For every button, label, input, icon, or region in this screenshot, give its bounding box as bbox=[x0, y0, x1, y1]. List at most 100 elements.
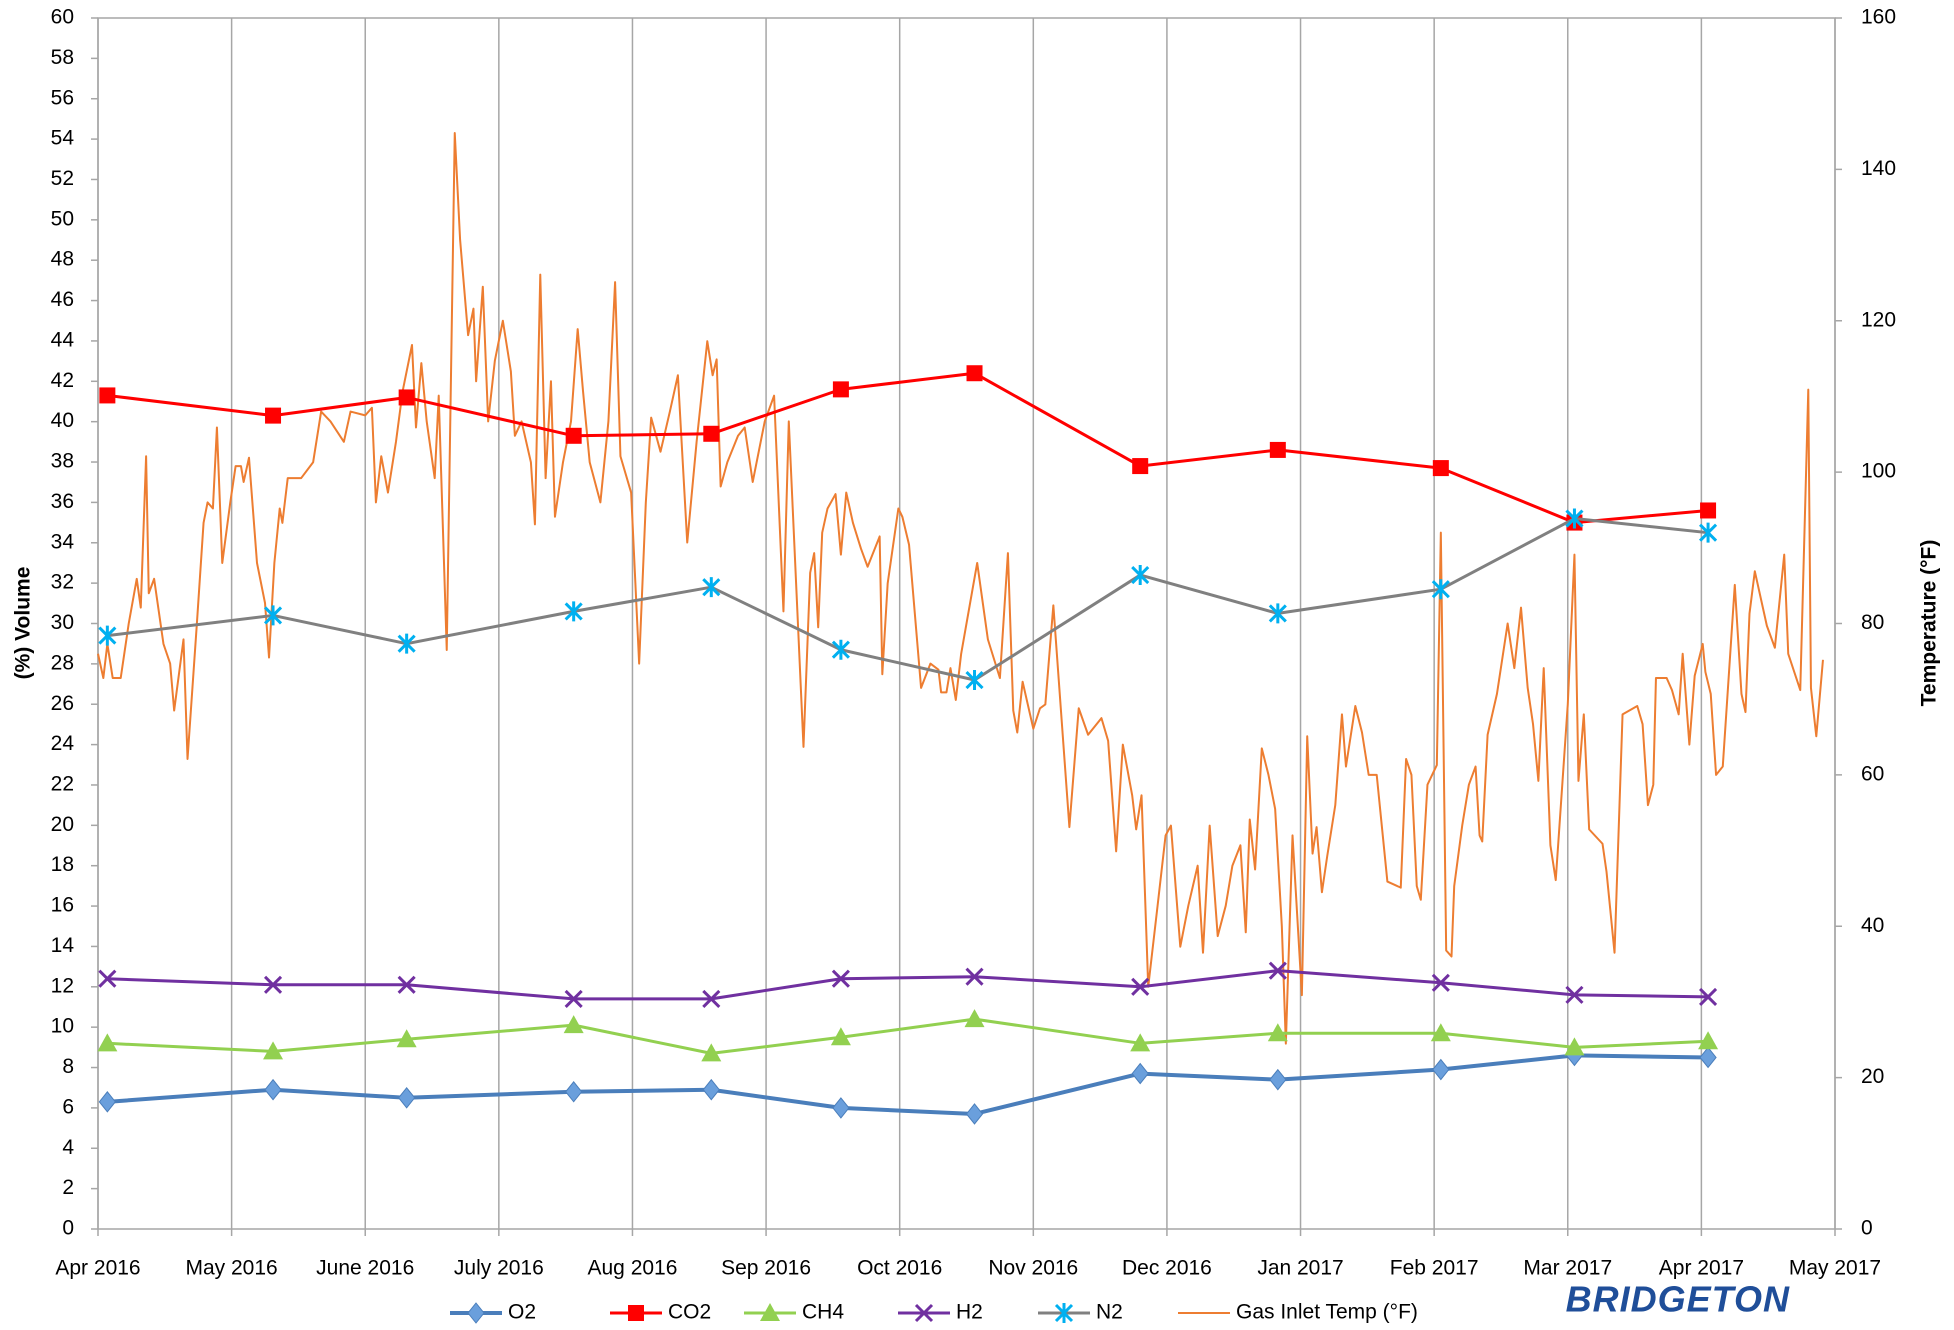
marker bbox=[564, 989, 583, 1008]
marker bbox=[1564, 1037, 1585, 1056]
y-tick-label: 24 bbox=[51, 732, 75, 755]
marker bbox=[263, 1041, 284, 1060]
marker bbox=[1430, 1023, 1451, 1042]
x-tick-label: July 2016 bbox=[454, 1257, 544, 1280]
x-tick-label: Apr 2017 bbox=[1659, 1257, 1744, 1280]
marker bbox=[965, 1103, 984, 1125]
x-tick-label: Dec 2016 bbox=[1122, 1257, 1212, 1280]
y-tick-label: 26 bbox=[51, 692, 74, 715]
marker bbox=[564, 601, 583, 622]
marker bbox=[701, 1043, 722, 1062]
x-tick-label: May 2017 bbox=[1789, 1257, 1881, 1280]
y-tick-label: 58 bbox=[51, 46, 74, 69]
marker bbox=[1267, 1023, 1288, 1042]
x-tick-label: Sep 2016 bbox=[721, 1257, 811, 1280]
marker bbox=[1269, 441, 1286, 458]
marker bbox=[1699, 1046, 1717, 1069]
marker bbox=[964, 1009, 985, 1028]
marker bbox=[1565, 985, 1584, 1004]
x-tick-label: Feb 2017 bbox=[1390, 1257, 1479, 1280]
y-tick-label: 40 bbox=[51, 409, 74, 432]
marker bbox=[98, 625, 117, 646]
marker bbox=[397, 633, 416, 654]
y-tick-label: 56 bbox=[51, 86, 74, 109]
marker bbox=[965, 670, 984, 691]
y-tick-label: 28 bbox=[51, 651, 74, 674]
marker bbox=[1432, 1058, 1450, 1081]
marker bbox=[830, 1027, 851, 1046]
series-line bbox=[107, 1053, 1709, 1116]
series-line bbox=[97, 132, 1824, 1045]
marker bbox=[760, 1303, 780, 1321]
marker bbox=[1131, 565, 1150, 586]
marker bbox=[1269, 1068, 1287, 1091]
marker bbox=[628, 1305, 644, 1321]
y-tick-label: 44 bbox=[51, 328, 75, 351]
marker bbox=[832, 381, 849, 398]
y-tick-label: 4 bbox=[62, 1136, 74, 1159]
y-tick-label: 42 bbox=[51, 369, 74, 392]
x-tick-label: Jan 2017 bbox=[1257, 1257, 1343, 1280]
legend-label: CO2 bbox=[668, 1301, 711, 1324]
legend-label: CH4 bbox=[802, 1301, 844, 1324]
marker bbox=[1431, 579, 1450, 600]
y2-axis-title: Temperature (°F) bbox=[1918, 540, 1941, 707]
marker bbox=[565, 427, 582, 444]
marker bbox=[1131, 977, 1150, 996]
marker bbox=[397, 975, 416, 994]
marker bbox=[1268, 961, 1287, 980]
marker bbox=[702, 577, 721, 598]
marker bbox=[398, 389, 415, 406]
y2-tick-label: 0 bbox=[1861, 1217, 1873, 1240]
y-tick-label: 50 bbox=[51, 207, 74, 230]
marker bbox=[832, 1097, 850, 1119]
marker bbox=[563, 1015, 584, 1034]
marker bbox=[1565, 508, 1584, 529]
marker bbox=[97, 1033, 118, 1052]
y2-tick-label: 40 bbox=[1861, 914, 1884, 937]
y2-tick-label: 80 bbox=[1861, 611, 1884, 634]
marker bbox=[831, 639, 850, 660]
y-tick-label: 20 bbox=[51, 813, 74, 836]
logo: BRIDGETON bbox=[1566, 1279, 1790, 1320]
y-tick-label: 22 bbox=[51, 773, 74, 796]
marker bbox=[98, 969, 117, 988]
marker bbox=[1699, 987, 1718, 1006]
y-tick-label: 16 bbox=[51, 894, 74, 917]
marker bbox=[1698, 1031, 1719, 1050]
legend-label: N2 bbox=[1096, 1301, 1123, 1324]
y-tick-label: 54 bbox=[51, 127, 75, 150]
marker bbox=[99, 387, 116, 404]
y2-tick-label: 140 bbox=[1861, 157, 1896, 180]
x-tick-label: Mar 2017 bbox=[1523, 1257, 1612, 1280]
series-line bbox=[107, 1017, 1709, 1055]
x-tick-label: June 2016 bbox=[316, 1257, 414, 1280]
marker bbox=[1268, 603, 1287, 624]
y-tick-label: 30 bbox=[51, 611, 74, 634]
marker bbox=[966, 365, 983, 382]
y-tick-label: 38 bbox=[51, 450, 74, 473]
y2-tick-label: 20 bbox=[1861, 1065, 1884, 1088]
y-tick-label: 2 bbox=[62, 1176, 74, 1199]
y2-tick-label: 100 bbox=[1861, 460, 1896, 483]
y-tick-label: 14 bbox=[51, 934, 75, 957]
marker bbox=[1130, 1033, 1151, 1052]
marker bbox=[1054, 1303, 1074, 1323]
marker bbox=[396, 1029, 417, 1048]
y-tick-label: 18 bbox=[51, 853, 74, 876]
y-tick-label: 52 bbox=[51, 167, 74, 190]
series-line bbox=[107, 371, 1709, 525]
marker bbox=[263, 605, 283, 626]
y-tick-label: 32 bbox=[51, 571, 74, 594]
y-tick-label: 34 bbox=[51, 530, 75, 553]
y2-tick-label: 60 bbox=[1861, 762, 1884, 785]
y2-tick-label: 120 bbox=[1861, 308, 1896, 331]
marker bbox=[265, 407, 282, 424]
y-tick-label: 8 bbox=[62, 1055, 74, 1078]
marker bbox=[1432, 460, 1449, 477]
y2-tick-label: 160 bbox=[1861, 6, 1896, 29]
y-tick-label: 60 bbox=[51, 6, 74, 29]
y-tick-label: 6 bbox=[62, 1095, 74, 1118]
marker bbox=[1132, 458, 1149, 475]
